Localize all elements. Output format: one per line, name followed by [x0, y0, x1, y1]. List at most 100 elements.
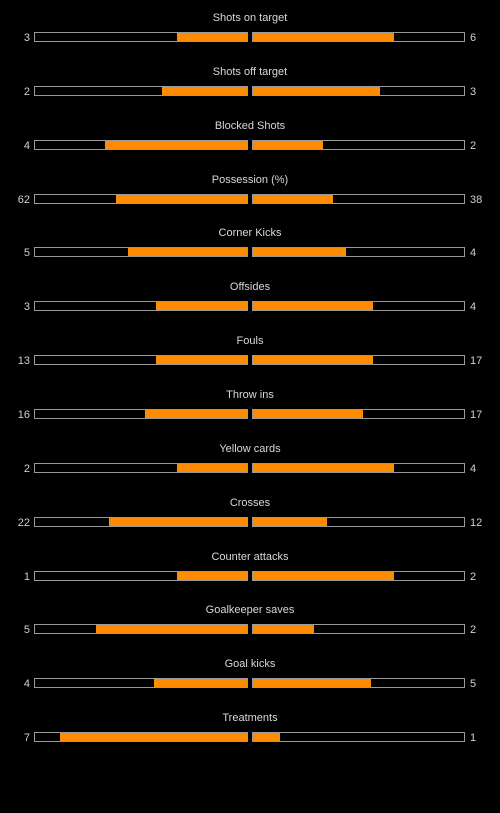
away-bar-fill [253, 356, 374, 365]
away-bar-fill [253, 140, 323, 149]
home-bar-track [34, 301, 248, 312]
stat-row: Shots on target 3 6 [0, 12, 500, 66]
home-value: 7 [23, 732, 30, 745]
away-bar-fill [253, 248, 346, 257]
home-bar-fill [115, 194, 247, 203]
away-value: 1 [470, 732, 477, 745]
stat-row: Yellow cards 2 4 [0, 443, 500, 497]
away-value: 5 [470, 678, 477, 691]
stat-row: Treatments 7 1 [0, 712, 500, 766]
away-value: 12 [470, 516, 483, 529]
home-bar-track [34, 408, 248, 419]
away-bar-fill [253, 33, 395, 41]
home-bar-track [34, 85, 248, 96]
stat-label: Throw ins [226, 388, 274, 401]
stat-label: Counter attacks [211, 550, 289, 563]
away-bar-track [252, 247, 465, 258]
home-value: 4 [23, 139, 30, 152]
away-value: 2 [470, 139, 477, 152]
stat-row: Throw ins 16 17 [0, 389, 500, 443]
home-bar-fill [104, 140, 247, 149]
home-bar-fill [128, 248, 247, 257]
home-value: 3 [23, 301, 30, 314]
away-bar-fill [253, 194, 334, 203]
home-bar-fill [109, 517, 247, 526]
home-bar-track [34, 247, 248, 258]
stat-label: Shots on target [212, 12, 288, 24]
home-bar-track [34, 570, 248, 581]
away-bar-fill [253, 733, 281, 742]
away-bar-track [252, 408, 465, 419]
away-bar-fill [253, 302, 374, 311]
home-value: 1 [23, 570, 30, 583]
away-bar-track [252, 678, 465, 689]
home-bar-fill [177, 463, 247, 472]
home-bar-fill [162, 86, 247, 95]
home-bar-track [34, 32, 248, 42]
stat-row: Blocked Shots 4 2 [0, 120, 500, 174]
away-value: 6 [470, 32, 477, 44]
home-bar-fill [96, 625, 247, 634]
stat-row: Fouls 13 17 [0, 335, 500, 389]
stat-label: Treatments [222, 712, 278, 725]
away-value: 3 [470, 85, 477, 98]
home-value: 22 [17, 516, 30, 529]
stat-label: Goalkeeper saves [205, 604, 295, 617]
home-bar-fill [155, 302, 247, 311]
away-bar-track [252, 355, 465, 366]
home-bar-track [34, 139, 248, 150]
home-bar-fill [177, 33, 247, 41]
stat-label: Crosses [229, 496, 271, 509]
away-bar-track [252, 516, 465, 527]
home-value: 16 [17, 408, 30, 421]
home-value: 3 [23, 32, 30, 44]
away-value: 2 [470, 624, 477, 637]
away-bar-fill [253, 409, 363, 418]
stat-row: Shots off target 2 3 [0, 66, 500, 120]
away-bar-track [252, 139, 465, 150]
away-bar-fill [253, 625, 315, 634]
stat-label: Shots off target [212, 65, 288, 78]
stat-label: Yellow cards [219, 442, 281, 455]
stat-label: Possession (%) [211, 173, 289, 186]
away-value: 4 [470, 247, 477, 260]
away-bar-fill [253, 463, 395, 472]
stat-label: Goal kicks [224, 658, 276, 671]
stat-row: Possession (%) 62 38 [0, 174, 500, 228]
away-bar-track [252, 301, 465, 312]
home-bar-track [34, 193, 248, 204]
away-bar-track [252, 570, 465, 581]
stat-row: Corner Kicks 5 4 [0, 227, 500, 281]
home-bar-fill [177, 571, 247, 580]
stat-row: Goalkeeper saves 5 2 [0, 604, 500, 658]
away-value: 17 [470, 408, 483, 421]
away-bar-track [252, 32, 465, 42]
away-bar-fill [253, 571, 395, 580]
home-value: 4 [23, 678, 30, 691]
away-bar-fill [253, 86, 380, 95]
home-bar-track [34, 678, 248, 689]
stat-row: Goal kicks 4 5 [0, 658, 500, 712]
stat-label: Corner Kicks [218, 227, 282, 240]
home-value: 2 [23, 85, 30, 98]
home-value: 5 [23, 624, 30, 637]
home-bar-track [34, 732, 248, 743]
home-value: 13 [17, 355, 30, 368]
away-bar-track [252, 732, 465, 743]
home-value: 2 [23, 462, 30, 475]
stat-label: Fouls [236, 335, 264, 348]
home-bar-track [34, 355, 248, 366]
home-bar-fill [153, 679, 247, 688]
home-bar-fill [145, 409, 247, 418]
stat-label: Offsides [229, 281, 271, 294]
away-bar-track [252, 193, 465, 204]
away-value: 17 [470, 355, 483, 368]
away-bar-track [252, 462, 465, 473]
away-value: 38 [470, 193, 483, 206]
stat-row: Crosses 22 12 [0, 497, 500, 551]
home-bar-track [34, 516, 248, 527]
stat-row: Offsides 3 4 [0, 281, 500, 335]
home-bar-track [34, 624, 248, 635]
away-value: 4 [470, 462, 477, 475]
stat-label: Blocked Shots [214, 119, 286, 132]
